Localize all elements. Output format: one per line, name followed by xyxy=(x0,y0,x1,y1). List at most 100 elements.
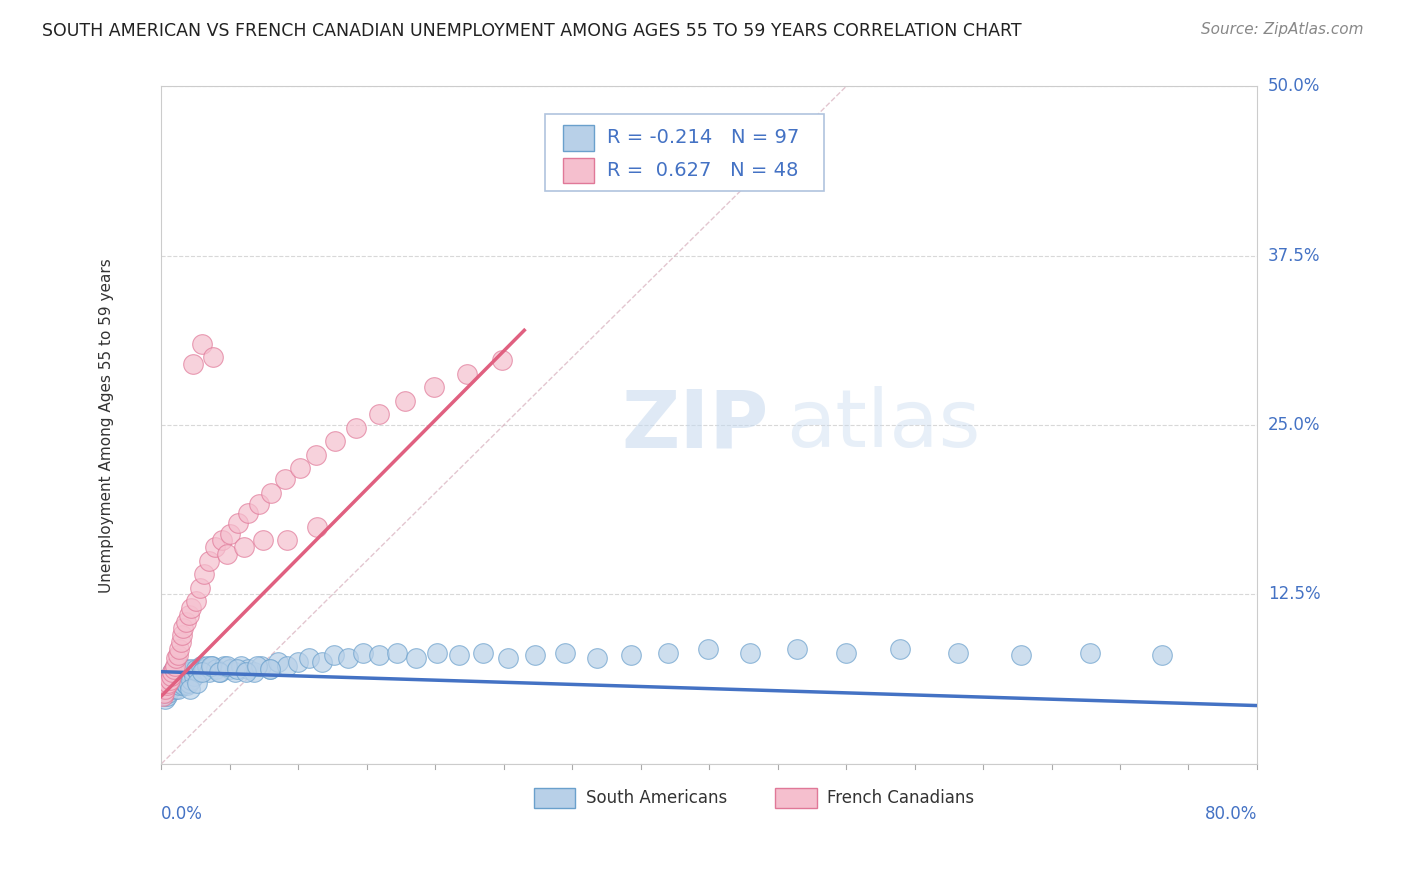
Point xyxy=(193,662,215,676)
Point xyxy=(229,659,252,673)
FancyBboxPatch shape xyxy=(564,158,595,183)
Point xyxy=(174,662,197,676)
Point xyxy=(198,553,221,567)
Point xyxy=(156,678,179,692)
Point xyxy=(305,448,328,462)
Point xyxy=(236,506,259,520)
Point xyxy=(288,461,311,475)
Text: Source: ZipAtlas.com: Source: ZipAtlas.com xyxy=(1201,22,1364,37)
Point xyxy=(167,678,190,692)
Text: French Canadians: French Canadians xyxy=(828,789,974,806)
FancyBboxPatch shape xyxy=(544,113,824,192)
Point xyxy=(163,662,186,676)
Point xyxy=(157,686,180,700)
Point xyxy=(163,669,186,683)
Text: 37.5%: 37.5% xyxy=(1268,247,1320,265)
Point xyxy=(162,665,184,679)
FancyBboxPatch shape xyxy=(564,125,595,151)
Point xyxy=(191,665,214,679)
Point xyxy=(205,662,228,676)
Point xyxy=(153,686,176,700)
Point xyxy=(273,472,295,486)
Text: 25.0%: 25.0% xyxy=(1268,417,1320,434)
Point xyxy=(200,659,222,673)
Point xyxy=(259,662,281,676)
Point xyxy=(323,434,346,449)
Point xyxy=(167,641,190,656)
Point xyxy=(177,665,200,679)
Point xyxy=(174,615,197,629)
Point xyxy=(183,669,205,683)
Point xyxy=(152,689,174,703)
Point xyxy=(162,675,184,690)
Point xyxy=(152,689,174,703)
Point xyxy=(209,665,232,679)
Point xyxy=(447,648,470,663)
Point xyxy=(160,669,183,683)
Point xyxy=(180,673,202,687)
Text: South Americans: South Americans xyxy=(586,789,728,806)
Point xyxy=(170,673,193,687)
Point xyxy=(157,675,180,690)
FancyBboxPatch shape xyxy=(534,788,575,808)
Point xyxy=(165,651,187,665)
Point xyxy=(217,547,239,561)
Point xyxy=(1152,648,1174,663)
Point xyxy=(276,659,298,673)
Point xyxy=(160,669,183,683)
FancyBboxPatch shape xyxy=(775,788,817,808)
Point xyxy=(586,651,609,665)
Point xyxy=(217,659,239,673)
Point xyxy=(163,682,186,697)
Point xyxy=(172,667,194,681)
Point xyxy=(657,646,679,660)
Point xyxy=(176,678,198,692)
Point xyxy=(169,635,191,649)
Point xyxy=(243,665,266,679)
Point xyxy=(208,665,231,679)
Text: Unemployment Among Ages 55 to 59 years: Unemployment Among Ages 55 to 59 years xyxy=(98,258,114,592)
Point xyxy=(214,659,236,673)
Point xyxy=(165,665,187,679)
Point xyxy=(1010,648,1032,663)
Point xyxy=(180,662,202,676)
Point xyxy=(157,675,180,690)
Point xyxy=(211,533,233,548)
Point xyxy=(156,689,179,703)
Point xyxy=(491,353,513,368)
Point xyxy=(344,421,367,435)
Point xyxy=(368,407,391,421)
Point xyxy=(173,675,195,690)
Point xyxy=(246,659,269,673)
Point xyxy=(160,678,183,692)
Point xyxy=(247,497,270,511)
Text: SOUTH AMERICAN VS FRENCH CANADIAN UNEMPLOYMENT AMONG AGES 55 TO 59 YEARS CORRELA: SOUTH AMERICAN VS FRENCH CANADIAN UNEMPL… xyxy=(42,22,1022,40)
Point xyxy=(287,655,309,669)
Point xyxy=(267,655,290,669)
Point xyxy=(835,646,858,660)
Point xyxy=(696,641,718,656)
Point xyxy=(322,648,344,663)
Point xyxy=(163,659,186,673)
Point xyxy=(405,651,427,665)
Point xyxy=(235,665,257,679)
Point xyxy=(159,673,181,687)
Point xyxy=(423,380,446,394)
Point xyxy=(472,646,495,660)
Point xyxy=(218,526,240,541)
Point xyxy=(172,678,194,692)
Text: 0.0%: 0.0% xyxy=(162,805,204,823)
Text: R = -0.214   N = 97: R = -0.214 N = 97 xyxy=(607,128,800,147)
Point xyxy=(155,682,177,697)
Point xyxy=(176,667,198,681)
Point xyxy=(180,601,202,615)
Point xyxy=(170,662,193,676)
Point xyxy=(156,678,179,692)
Point xyxy=(524,648,547,663)
Point xyxy=(195,659,218,673)
Point xyxy=(177,607,200,622)
Point xyxy=(162,665,184,679)
Point xyxy=(1078,646,1101,660)
Point xyxy=(190,659,212,673)
Text: ZIP: ZIP xyxy=(621,386,769,464)
